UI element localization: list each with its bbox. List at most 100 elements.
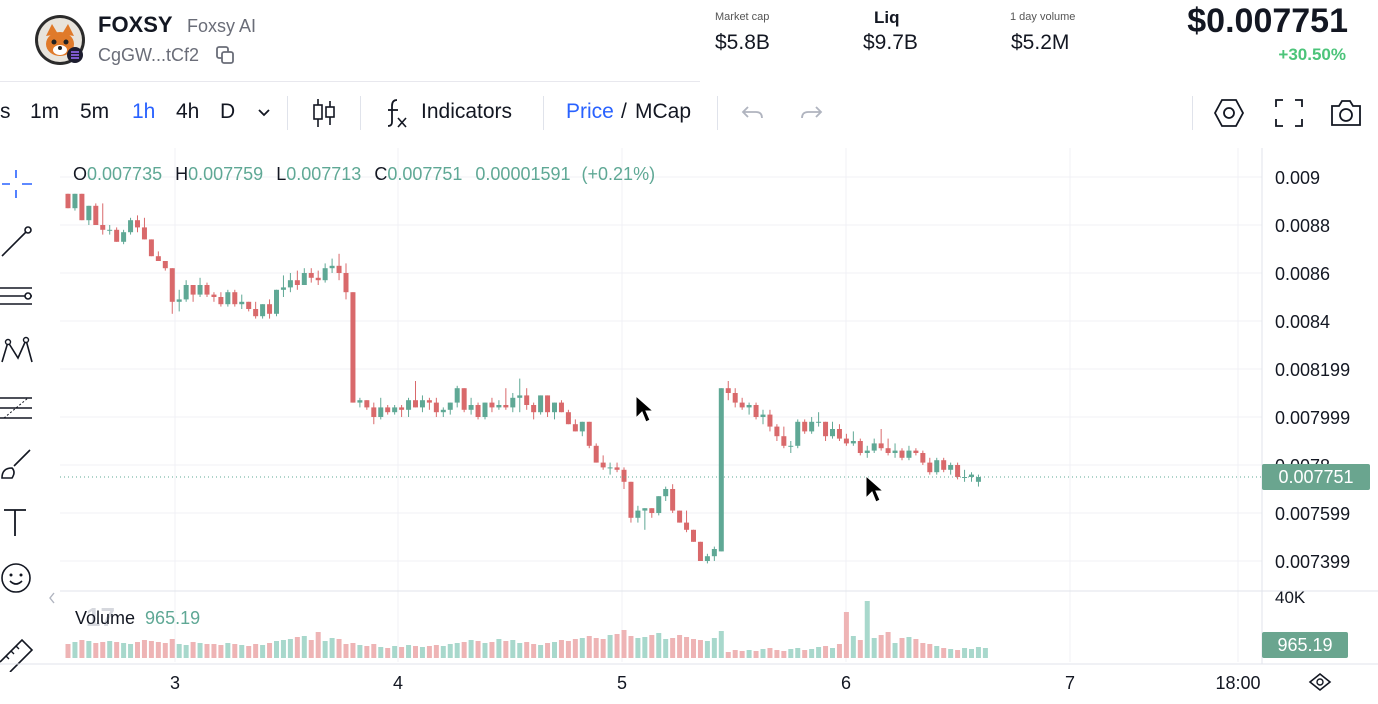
trend-line-icon[interactable] [0, 220, 40, 260]
ruler-icon[interactable] [0, 632, 40, 672]
volume-bar [308, 640, 314, 658]
token-header: FOXSY Foxsy AI CgGW...tCf2 Market cap $5… [0, 0, 1378, 82]
candle-body [642, 508, 648, 511]
text-icon[interactable] [0, 502, 40, 542]
candle-body [739, 402, 745, 408]
redo-icon[interactable] [798, 102, 824, 124]
candle-body [447, 402, 453, 410]
fib-icon[interactable] [0, 388, 40, 428]
candle-body [795, 421, 801, 446]
volume-bar [419, 647, 425, 658]
volume-bar [246, 646, 252, 658]
volume-bar [628, 636, 634, 658]
candle-body [969, 474, 974, 477]
x-tick-label: 18:00 [1215, 673, 1260, 693]
candle-body [538, 395, 544, 413]
candle-body [72, 193, 78, 209]
candle-body [148, 239, 154, 257]
settings-icon[interactable] [1212, 96, 1246, 130]
candle-body [79, 193, 85, 221]
interval-1m[interactable]: 1m [30, 100, 60, 123]
collapse-arrow-icon [49, 592, 55, 604]
copy-icon[interactable] [214, 44, 236, 66]
token-address[interactable]: CgGW...tCf2 [98, 45, 200, 65]
interval-5m[interactable]: 5m [80, 100, 110, 123]
volume-bar [781, 651, 787, 658]
open-value: 0.007735 [87, 164, 163, 184]
volume-bar [253, 644, 259, 658]
emoji-icon[interactable] [0, 558, 40, 598]
candle-body [920, 453, 926, 463]
candle-body [294, 280, 300, 285]
candle-body [378, 407, 384, 417]
candle-body [836, 429, 842, 439]
candle-body [906, 450, 912, 458]
volume-bar [204, 644, 210, 658]
candle-body [892, 450, 898, 453]
candle-body [350, 292, 356, 403]
candle-body [802, 421, 808, 432]
chevron-down-icon[interactable] [256, 106, 272, 120]
candle-body [718, 388, 724, 552]
volume-bar [482, 643, 488, 658]
camera-icon[interactable] [1328, 97, 1364, 129]
candle-body [329, 265, 335, 269]
candle-body [586, 421, 592, 446]
pattern-icon[interactable] [0, 332, 40, 372]
token-name: Foxsy AI [187, 16, 257, 36]
interval-partial[interactable]: s [0, 100, 11, 123]
fullscreen-icon[interactable] [1273, 97, 1305, 129]
volume-bar [684, 637, 690, 658]
interval-1h[interactable]: 1h [132, 100, 156, 123]
candle-body [517, 395, 523, 398]
candle-body [864, 450, 870, 453]
candle-body [308, 273, 314, 278]
candle-body [482, 402, 488, 417]
mcap-toggle[interactable]: MCap [635, 100, 692, 123]
volume-bar [663, 639, 669, 658]
volume-bar [982, 648, 988, 658]
undo-icon[interactable] [740, 102, 766, 124]
candle-body [531, 405, 537, 413]
volume-bar [413, 646, 418, 658]
brush-icon[interactable] [0, 444, 40, 484]
ohlc-legend: O0.007735 H0.007759 L0.007713 C0.007751 … [73, 164, 655, 185]
candle-body [218, 297, 224, 305]
volume-bar [760, 649, 766, 658]
candle-body [204, 285, 210, 295]
y-tick-label: 0.0084 [1275, 312, 1330, 332]
volume-bar [538, 645, 544, 658]
liq-value: $9.7B [863, 31, 918, 54]
candle-body [614, 467, 620, 470]
volume-bar [524, 642, 530, 658]
low-value: 0.007713 [286, 164, 362, 184]
current-price: $0.007751 [1187, 2, 1348, 40]
candle-body [399, 407, 405, 410]
volume-bar [148, 641, 154, 658]
volume-bar [635, 638, 641, 658]
volume-bar [447, 644, 453, 658]
candle-type-icon[interactable] [311, 97, 337, 129]
fx-icon[interactable] [384, 96, 410, 130]
volume-bar [260, 645, 266, 658]
volume-bar [274, 641, 279, 658]
crosshair-icon[interactable] [0, 164, 40, 204]
volume-bar [920, 643, 926, 658]
indicators-button[interactable]: Indicators [421, 100, 513, 123]
volume-bar [176, 644, 182, 658]
volume-bar [371, 644, 377, 658]
price-toggle[interactable]: Price [566, 100, 614, 123]
volume-bar [934, 646, 940, 658]
horizontal-lines-icon[interactable] [0, 276, 40, 316]
volume-legend-value: 965.19 [145, 608, 201, 628]
volume-bar [475, 641, 481, 658]
candle-body [697, 541, 703, 561]
last-price-tag: 0.007751 [1262, 464, 1370, 490]
toggle-slash: / [621, 100, 627, 123]
interval-4h[interactable]: 4h [176, 100, 200, 123]
candle-body [260, 304, 266, 317]
interval-d[interactable]: D [220, 100, 236, 123]
volume-bar [579, 638, 585, 658]
volume-bar [329, 638, 335, 658]
